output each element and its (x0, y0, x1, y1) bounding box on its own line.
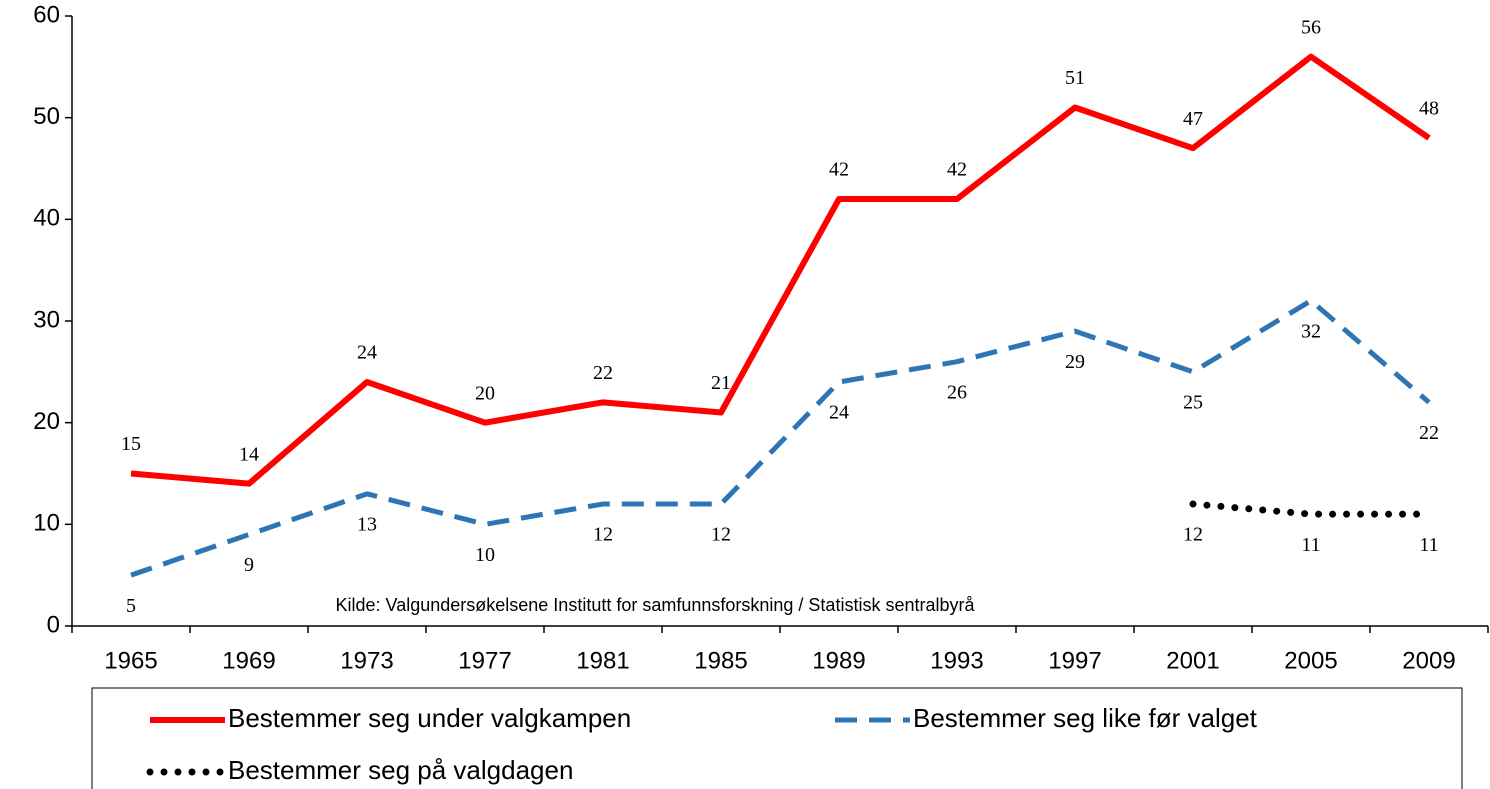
y-tick-label: 60 (33, 1, 60, 28)
data-label: 47 (1183, 108, 1203, 130)
data-label: 14 (239, 443, 259, 465)
legend-label: Bestemmer seg på valgdagen (228, 755, 573, 785)
y-tick-label: 0 (47, 611, 60, 638)
x-tick-label: 1981 (576, 647, 629, 674)
data-label: 24 (357, 342, 377, 364)
x-tick-label: 1989 (812, 647, 865, 674)
x-tick-label: 1965 (104, 647, 157, 674)
x-tick-label: 2005 (1284, 647, 1337, 674)
data-label: 13 (357, 513, 377, 535)
data-label: 25 (1183, 391, 1203, 413)
y-tick-label: 20 (33, 408, 60, 435)
data-label: 5 (126, 595, 136, 617)
x-tick-label: 1969 (222, 647, 275, 674)
series-line (1189, 500, 1433, 518)
legend-label: Bestemmer seg under valgkampen (228, 703, 631, 733)
data-label: 42 (829, 159, 849, 181)
data-label: 42 (947, 159, 967, 181)
series-line (130, 298, 1431, 578)
data-label: 26 (947, 381, 967, 403)
data-label: 11 (1419, 534, 1438, 556)
x-tick-label: 2001 (1166, 647, 1219, 674)
x-tick-label: 1977 (458, 647, 511, 674)
series-line (130, 53, 1431, 487)
data-label: 48 (1419, 98, 1439, 120)
data-label: 12 (1183, 524, 1203, 546)
legend-box (91, 687, 1463, 789)
y-tick-label: 40 (33, 205, 60, 232)
x-tick-label: 1985 (694, 647, 747, 674)
data-label: 21 (711, 372, 731, 394)
annotation: Kilde: Valgundersøkelsene Institutt for … (336, 595, 976, 615)
y-tick-label: 30 (33, 306, 60, 333)
x-tick-label: 1997 (1048, 647, 1101, 674)
data-label: 20 (475, 382, 495, 404)
data-label: 22 (593, 362, 613, 384)
data-label: 29 (1065, 351, 1085, 373)
data-label: 11 (1301, 534, 1320, 556)
data-label: 22 (1419, 422, 1439, 444)
legend-label: Bestemmer seg like før valget (913, 703, 1258, 733)
data-label: 9 (244, 554, 254, 576)
y-tick-label: 50 (33, 103, 60, 130)
data-label: 24 (829, 402, 849, 424)
data-label: 10 (475, 544, 495, 566)
data-label: 15 (121, 433, 141, 455)
data-label: 56 (1301, 16, 1321, 38)
x-tick-label: 1993 (930, 647, 983, 674)
data-label: 32 (1301, 320, 1321, 342)
data-label: 51 (1065, 67, 1085, 89)
data-label: 12 (593, 524, 613, 546)
y-tick-label: 10 (33, 510, 60, 537)
x-tick-label: 1973 (340, 647, 393, 674)
x-tick-label: 2009 (1402, 647, 1455, 674)
data-label: 12 (711, 524, 731, 546)
